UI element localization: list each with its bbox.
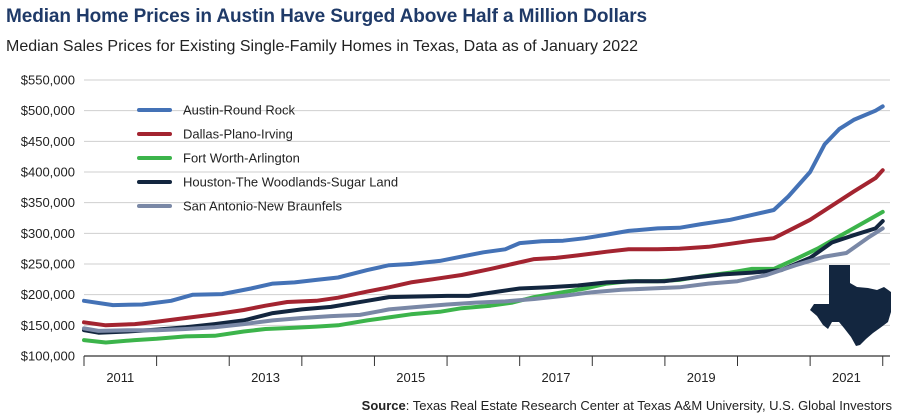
y-tick-label: $250,000 <box>21 257 75 272</box>
series-lines <box>82 104 885 345</box>
source-text: : Texas Real Estate Research Center at T… <box>405 398 892 413</box>
x-tick-label: 2015 <box>396 370 425 385</box>
legend-label: San Antonio-New Braunfels <box>183 199 342 214</box>
x-tick-label: 2017 <box>542 370 571 385</box>
y-tick-label: $200,000 <box>21 287 75 302</box>
x-tick-label: 2013 <box>251 370 280 385</box>
legend-label: Fort Worth-Arlington <box>183 151 300 166</box>
chart-subtitle: Median Sales Prices for Existing Single-… <box>6 38 638 55</box>
legend-label: Austin-Round Rock <box>183 103 295 118</box>
y-tick-label: $100,000 <box>21 349 75 364</box>
y-tick-label: $350,000 <box>21 195 75 210</box>
y-tick-label: $400,000 <box>21 165 75 180</box>
x-tick-label: 2019 <box>687 370 716 385</box>
chart-title: Median Home Prices in Austin Have Surged… <box>6 6 648 27</box>
series-line <box>82 104 885 308</box>
x-tick-label: 2021 <box>832 370 861 385</box>
axes: $100,000 $150,000 $200,000 $250,000 $300,000… <box>21 73 890 385</box>
series-line <box>82 226 885 333</box>
y-tick-label: $550,000 <box>21 73 75 88</box>
y-tick-label: $300,000 <box>21 226 75 241</box>
legend-label: Dallas-Plano-Irving <box>183 127 293 142</box>
y-tick-label: $150,000 <box>21 318 75 333</box>
y-tick-label: $450,000 <box>21 134 75 149</box>
legend: Austin-Round Rock Dallas-Plano-Irving Fort… <box>137 103 398 214</box>
source-label: Source <box>361 398 406 413</box>
source-note: Source: Texas Real Estate Research Cente… <box>362 398 892 413</box>
texas-map-icon <box>810 265 891 346</box>
x-tick-label: 2011 <box>106 370 134 385</box>
series-line <box>82 209 885 345</box>
legend-label: Houston-The Woodlands-Sugar Land <box>183 175 398 190</box>
y-tick-label: $500,000 <box>21 103 75 118</box>
series-line <box>82 168 885 328</box>
